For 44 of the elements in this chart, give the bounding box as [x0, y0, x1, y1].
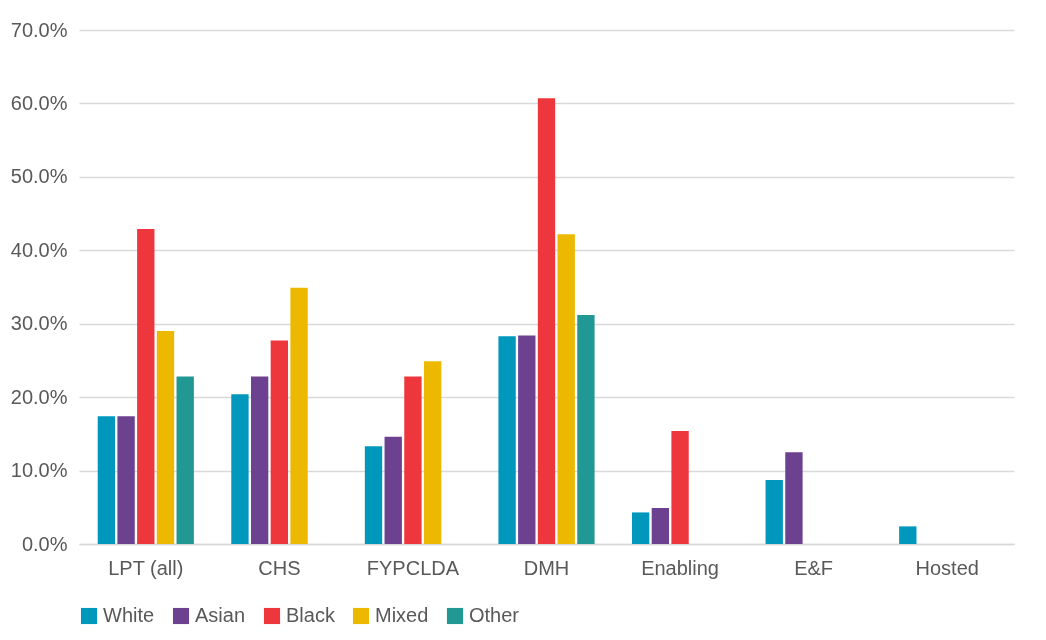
bar: [671, 430, 689, 544]
bar: [557, 234, 575, 544]
x-tick-label: Enabling: [641, 556, 719, 579]
bar: [404, 376, 422, 544]
bar: [498, 336, 516, 544]
bar: [384, 436, 402, 544]
y-tick-label: 70.0%: [10, 18, 68, 41]
bar: [137, 228, 155, 544]
bar: [364, 446, 383, 544]
y-tick-label: 0.0%: [21, 532, 68, 555]
x-tick-label: LPT (all): [108, 556, 184, 579]
bar: [117, 416, 135, 544]
legend-label: Asian: [195, 604, 246, 626]
bar: [651, 508, 670, 544]
y-tick-label: 40.0%: [10, 238, 68, 261]
y-tick-label: 20.0%: [10, 385, 68, 408]
legend-label: White: [103, 604, 155, 626]
bar: [577, 314, 595, 544]
bar: [270, 340, 289, 544]
x-tick-label: CHS: [258, 556, 301, 579]
bar: [250, 376, 269, 544]
legend-label: Mixed: [375, 604, 429, 626]
bar: [176, 376, 194, 544]
y-tick-label: 50.0%: [10, 165, 68, 188]
bar: [518, 335, 536, 544]
bar: [156, 331, 175, 544]
bar: [231, 394, 249, 544]
y-tick-label: 60.0%: [10, 91, 68, 114]
bar: [631, 512, 650, 544]
x-tick-label: E&F: [794, 556, 834, 579]
bar: [765, 480, 783, 544]
bar: [97, 416, 116, 544]
legend-label: Other: [469, 604, 520, 626]
bar: [423, 361, 442, 544]
y-tick-label: 10.0%: [10, 459, 68, 482]
bar: [899, 526, 917, 544]
legend-label: Black: [286, 604, 336, 626]
bar: [537, 98, 556, 544]
y-tick-label: 30.0%: [10, 312, 68, 335]
x-tick-label: Hosted: [915, 556, 979, 579]
x-tick-label: FYPCLDA: [366, 556, 460, 579]
bar: [785, 452, 803, 544]
bar: [290, 287, 308, 544]
x-tick-label: DMH: [523, 556, 570, 579]
